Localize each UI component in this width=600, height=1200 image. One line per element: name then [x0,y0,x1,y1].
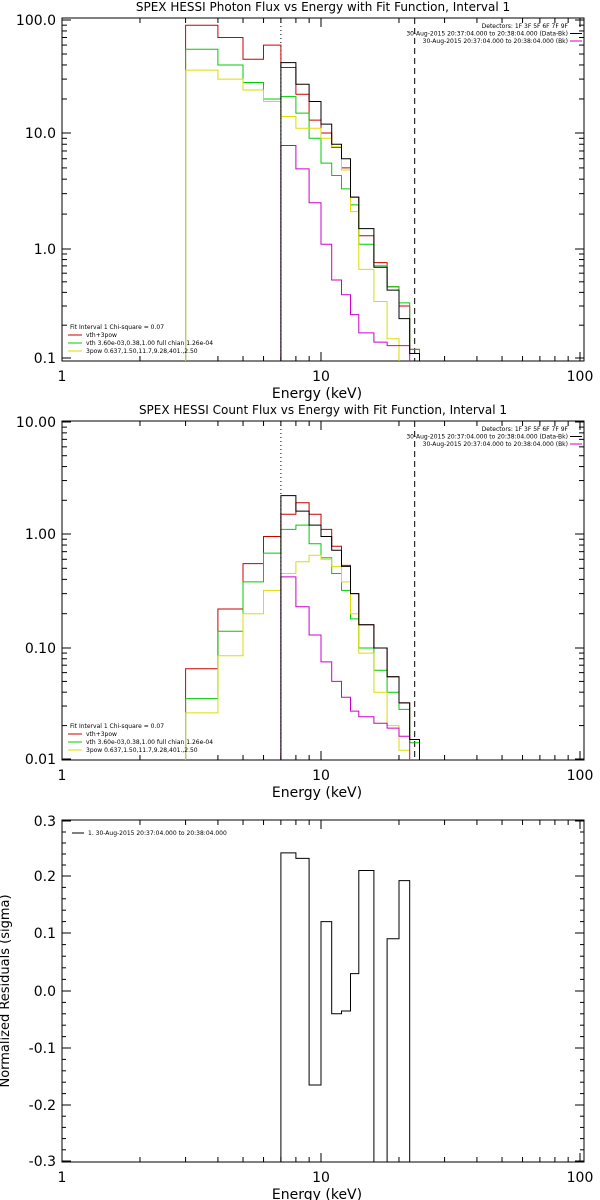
x-axis-label: Energy (keV) [272,1187,362,1200]
x-axis-label: Energy (keV) [272,386,362,402]
spectrum-series-5 [280,495,420,760]
legend-entry: Fit Interval 1 Chi-square = 0.07 [70,723,164,730]
chart-title: SPEX HESSI Count Flux vs Energy with Fit… [139,403,507,417]
spectrum-series-3 [185,69,420,361]
y-tick-label: 0.1 [34,926,56,942]
x-axis-label: Energy (keV) [272,785,362,801]
y-tick-label: -0.2 [29,1098,56,1114]
legend-entry: vth 3.60e-03,0.38,1.00 full chian 1.26e-… [86,739,213,746]
legend-entry: vth 3.60e-03,0.38,1.00 full chian 1.26e-… [86,340,213,347]
x-tick-label: 100 [567,1170,594,1186]
x-tick-label: 1 [58,369,67,385]
y-tick-label: 0.1 [34,351,56,367]
x-tick-label: 10 [312,768,330,784]
x-tick-label: 1 [58,1170,67,1186]
y-tick-label: 0.2 [34,869,56,885]
legend-entry: 30-Aug-2015 20:37:04.000 to 20:38:04.000… [423,38,568,45]
spectrum-series-4 [280,576,411,760]
chart-panel-3: 1 10 100 0.3 0.2 0.1 0.0 -0.1 -0.2 -0.3 Energy (ke… [0,814,593,1200]
series-group [185,24,420,361]
plot-frame [61,17,585,362]
y-tick-label: 10.00 [16,415,56,431]
spectrum-series-5 [280,62,420,361]
series-group [185,495,420,760]
spectrum-series-2 [185,48,420,361]
legend-entry: Detectors: 1F 3F 5F 6F 7F 9F [482,23,569,30]
y-tick-label: 0.0 [34,984,56,1000]
chart-panel-2: SPEX HESSI Count Flux vs Energy with Fit… [16,403,593,801]
legend-entry: Fit Interval 1 Chi-square = 0.07 [70,324,164,331]
legend-entry: 3pow 0.637,1.50,11.7,9.28,401.,2.50 [86,348,198,355]
plot-frame [61,819,585,1163]
y-tick-label: 0.3 [34,814,56,830]
spectrum-series-2 [185,524,420,760]
plot-frame [61,420,585,761]
series-group [280,852,411,1162]
spectrum-series-3 [185,554,420,760]
y-axis-label: Normalized Residuals (sigma) [0,894,13,1087]
legend-entry: 1. 30-Aug-2015 20:37:04.000 to 20:38:04.… [88,830,227,837]
y-tick-label: 0.10 [25,641,56,657]
legend-entry: 30-Aug-2015 20:37:04.000 to 20:38:04.000… [406,31,568,38]
y-tick-label: -0.1 [29,1041,56,1057]
y-tick-label: 1.00 [25,527,56,543]
y-tick-label: 10.0 [25,126,56,142]
x-tick-label: 1 [58,768,67,784]
chart-panel-1: SPEX HESSI Photon Flux vs Energy with Fi… [16,0,593,402]
chart-title: SPEX HESSI Photon Flux vs Energy with Fi… [136,0,510,14]
x-tick-label: 10 [312,1170,330,1186]
legend-entry: vth+3pow [86,731,117,738]
y-tick-label: 1.0 [34,242,56,258]
legend-entry: Detectors: 1F 3F 5F 6F 7F 9F [482,426,569,433]
legend-entry: 3pow 0.637,1.50,11.7,9.28,401.,2.50 [86,747,198,754]
spectrum-series-4 [280,145,411,361]
x-tick-label: 10 [312,369,330,385]
legend-entry: 30-Aug-2015 20:37:04.000 to 20:38:04.000… [406,434,568,441]
y-tick-label: -0.3 [29,1154,56,1170]
x-tick-label: 100 [567,369,594,385]
y-tick-label: 0.01 [25,752,56,768]
x-tick-label: 100 [567,768,594,784]
y-tick-label: 100.0 [16,13,56,29]
spectrum-series-1 [280,852,411,1162]
legend-entry: vth+3pow [86,332,117,339]
spectrum-series-1 [185,24,420,361]
legend-entry: 30-Aug-2015 20:37:04.000 to 20:38:04.000… [423,441,568,448]
